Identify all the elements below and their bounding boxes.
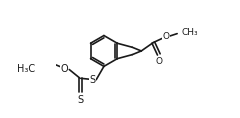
Text: H₃C: H₃C [17,64,35,74]
Text: O: O [162,32,169,41]
Text: O: O [155,57,162,66]
Text: S: S [78,95,84,105]
Text: O: O [60,64,68,74]
Text: S: S [90,75,96,85]
Text: CH₃: CH₃ [181,28,198,37]
